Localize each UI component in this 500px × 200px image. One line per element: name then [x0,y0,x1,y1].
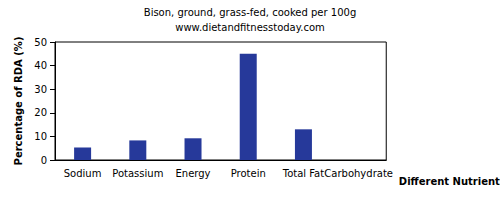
svg-text:Total Fat: Total Fat [282,168,324,179]
svg-text:10: 10 [34,131,47,142]
svg-text:www.dietandfitnesstoday.com: www.dietandfitnesstoday.com [175,22,324,33]
svg-text:40: 40 [34,60,47,71]
svg-text:20: 20 [34,107,47,118]
svg-text:Sodium: Sodium [64,168,102,179]
svg-text:Bison, ground, grass-fed, cook: Bison, ground, grass-fed, cooked per 100… [144,7,356,18]
svg-text:Potassium: Potassium [112,168,163,179]
svg-text:Percentage of RDA (%): Percentage of RDA (%) [13,37,24,166]
svg-text:Protein: Protein [231,168,266,179]
svg-text:0: 0 [41,155,47,166]
svg-text:Carbohydrate: Carbohydrate [324,168,393,179]
svg-text:Different Nutrients: Different Nutrients [399,176,500,187]
svg-text:Energy: Energy [176,168,211,179]
svg-text:50: 50 [34,37,47,48]
svg-text:30: 30 [34,84,47,95]
